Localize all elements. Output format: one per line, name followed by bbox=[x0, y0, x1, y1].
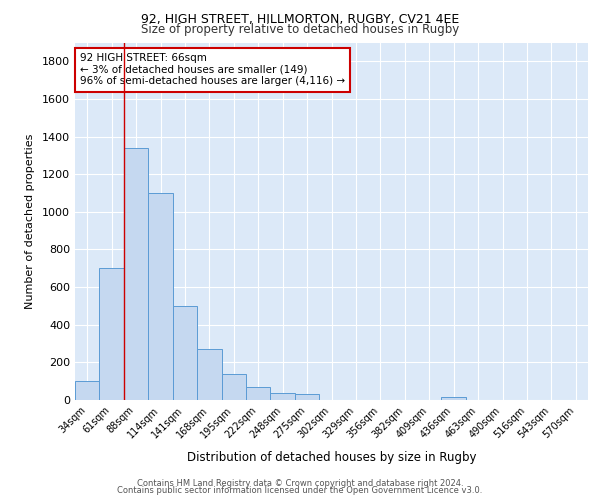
Bar bbox=[442, 397, 466, 400]
Bar bbox=[246, 387, 271, 400]
Text: Size of property relative to detached houses in Rugby: Size of property relative to detached ho… bbox=[141, 22, 459, 36]
Bar bbox=[75, 381, 100, 400]
Text: 92, HIGH STREET, HILLMORTON, RUGBY, CV21 4EE: 92, HIGH STREET, HILLMORTON, RUGBY, CV21… bbox=[141, 12, 459, 26]
Text: 92 HIGH STREET: 66sqm
← 3% of detached houses are smaller (149)
96% of semi-deta: 92 HIGH STREET: 66sqm ← 3% of detached h… bbox=[80, 53, 345, 86]
Bar bbox=[271, 394, 295, 400]
Bar bbox=[100, 268, 124, 400]
Bar bbox=[197, 349, 221, 400]
Bar bbox=[148, 193, 173, 400]
Text: Contains HM Land Registry data © Crown copyright and database right 2024.: Contains HM Land Registry data © Crown c… bbox=[137, 478, 463, 488]
X-axis label: Distribution of detached houses by size in Rugby: Distribution of detached houses by size … bbox=[187, 451, 476, 464]
Bar bbox=[124, 148, 148, 400]
Bar bbox=[173, 306, 197, 400]
Text: Contains public sector information licensed under the Open Government Licence v3: Contains public sector information licen… bbox=[118, 486, 482, 495]
Y-axis label: Number of detached properties: Number of detached properties bbox=[25, 134, 35, 309]
Bar bbox=[221, 374, 246, 400]
Bar bbox=[295, 394, 319, 400]
